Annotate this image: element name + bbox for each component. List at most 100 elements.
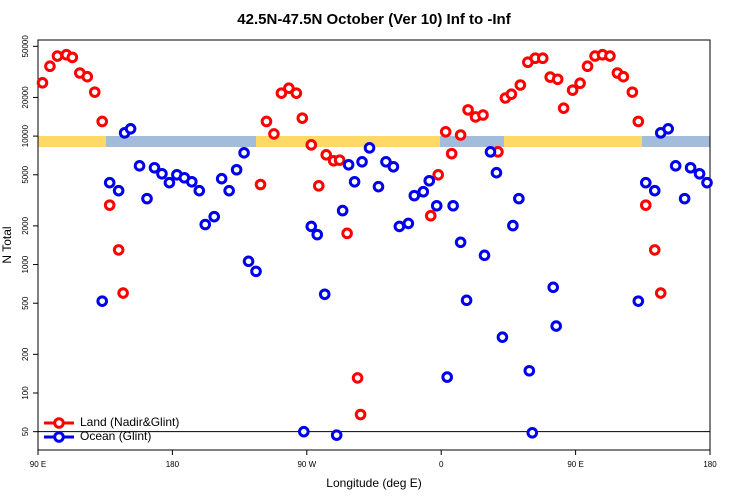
data-point: [336, 204, 349, 217]
data-point: [701, 176, 713, 189]
data-point: [296, 112, 309, 124]
data-point: [124, 122, 137, 135]
data-point: [44, 60, 56, 73]
data-point: [514, 79, 527, 91]
data-point: [574, 77, 586, 90]
data-point: [103, 176, 116, 189]
data-point: [526, 427, 539, 439]
data-point: [298, 425, 310, 438]
data-point: [305, 139, 318, 151]
data-point: [669, 160, 682, 172]
data-point: [662, 122, 674, 135]
data-point: [402, 217, 415, 230]
data-point: [250, 265, 262, 278]
surface-strip: [38, 136, 710, 147]
data-point: [430, 199, 443, 212]
data-point: [186, 175, 198, 188]
data-point: [223, 184, 235, 197]
data-point: [81, 70, 94, 83]
data-point: [51, 50, 64, 62]
y-tick-label: 500: [21, 296, 30, 310]
x-tick-label: 0: [439, 460, 444, 469]
data-point: [626, 86, 639, 98]
y-tick-label: 200: [21, 347, 30, 361]
data-point: [505, 88, 518, 100]
data-point: [547, 281, 560, 294]
y-tick-label: 50000: [21, 35, 30, 58]
data-point: [424, 209, 437, 222]
data-point: [199, 218, 212, 231]
data-point: [356, 155, 368, 168]
data-point: [513, 192, 525, 205]
data-point: [551, 73, 564, 86]
legend-marker: [53, 417, 65, 429]
data-point: [96, 115, 109, 128]
ocean-strip: [440, 136, 504, 147]
data-point: [445, 147, 458, 160]
ocean-strip: [106, 136, 256, 147]
land-strip: [38, 136, 106, 147]
data-point: [454, 236, 467, 249]
data-point: [617, 70, 630, 83]
y-tick-label: 10000: [21, 124, 30, 147]
data-point: [678, 192, 691, 205]
data-point: [330, 429, 343, 441]
data-point: [557, 102, 570, 114]
data-point: [290, 87, 303, 99]
data-point: [66, 51, 79, 64]
data-point: [354, 408, 367, 421]
chart-title: 42.5N-47.5N October (Ver 10) Inf to -Inf: [237, 11, 511, 28]
data-point: [275, 87, 288, 99]
data-point: [393, 220, 406, 233]
data-point: [654, 287, 667, 299]
y-tick-label: 100: [21, 386, 30, 400]
data-point: [639, 199, 652, 211]
data-point: [208, 210, 221, 223]
data-point: [36, 77, 49, 89]
x-tick-label: 90 E: [567, 460, 583, 469]
data-point: [417, 185, 430, 198]
data-point: [423, 174, 436, 187]
plot-frame: [37, 39, 711, 451]
data-point: [312, 180, 325, 192]
data-point: [133, 160, 146, 172]
legend-label: Land (Nadir&Glint): [80, 415, 179, 429]
data-point: [230, 163, 243, 176]
data-point: [341, 227, 353, 240]
data-point: [581, 60, 594, 73]
data-point: [363, 142, 376, 154]
data-point: [648, 184, 661, 197]
data-point: [460, 294, 473, 307]
data-point: [320, 149, 333, 161]
x-tick-label: 90 W: [297, 460, 316, 469]
data-point: [462, 104, 474, 116]
data-point: [260, 115, 273, 128]
data-point: [268, 128, 280, 140]
data-point: [112, 184, 125, 197]
y-tick-label: 50: [21, 427, 30, 436]
data-point: [496, 331, 509, 343]
data-point: [387, 160, 400, 173]
data-point: [333, 154, 346, 166]
data-point: [283, 82, 295, 95]
x-axis-label: Longitude (deg E): [326, 476, 421, 490]
data-point: [254, 178, 267, 191]
data-point: [88, 86, 101, 98]
data-point: [490, 166, 503, 179]
data-point: [536, 52, 549, 65]
data-point: [693, 167, 706, 180]
data-point: [103, 199, 116, 211]
data-point: [156, 167, 168, 180]
data-point: [566, 84, 579, 96]
data-point: [242, 255, 255, 268]
land-strip: [504, 136, 642, 147]
data-point: [684, 161, 697, 174]
data-point: [484, 146, 497, 158]
ocean-strip: [642, 136, 710, 147]
data-point: [112, 244, 125, 256]
data-point: [215, 172, 228, 185]
data-point: [523, 364, 536, 377]
y-tick-label: 1000: [21, 255, 30, 273]
